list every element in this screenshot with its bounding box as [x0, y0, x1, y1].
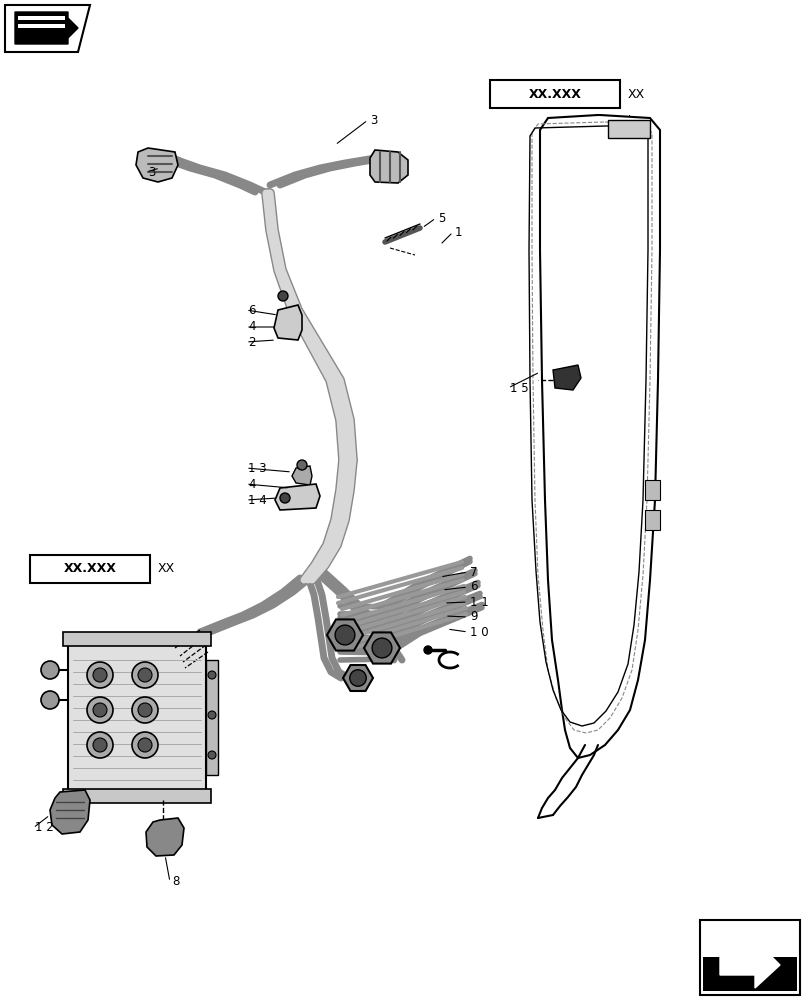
- Circle shape: [41, 661, 59, 679]
- Text: 3: 3: [148, 166, 155, 179]
- Circle shape: [335, 625, 354, 645]
- Circle shape: [41, 691, 59, 709]
- Circle shape: [280, 493, 290, 503]
- Text: 1: 1: [454, 226, 462, 238]
- Text: 1 4: 1 4: [247, 493, 267, 506]
- Circle shape: [132, 662, 158, 688]
- Text: 5: 5: [437, 212, 444, 225]
- Text: 3: 3: [370, 114, 377, 127]
- Text: 6: 6: [470, 580, 477, 593]
- Text: 4: 4: [247, 320, 255, 334]
- Text: 1 3: 1 3: [247, 462, 266, 475]
- Polygon shape: [18, 16, 65, 20]
- Polygon shape: [5, 5, 90, 52]
- Circle shape: [208, 751, 216, 759]
- Polygon shape: [18, 24, 65, 28]
- Text: 1 5: 1 5: [509, 381, 528, 394]
- Circle shape: [93, 668, 107, 682]
- Text: XX.XXX: XX.XXX: [528, 88, 581, 101]
- Circle shape: [87, 732, 113, 758]
- Circle shape: [423, 646, 431, 654]
- Polygon shape: [719, 940, 779, 988]
- Circle shape: [132, 732, 158, 758]
- Bar: [607, 120, 649, 138]
- Text: 6: 6: [247, 304, 255, 316]
- Text: 1 2: 1 2: [35, 821, 54, 834]
- Bar: [644, 510, 659, 530]
- Polygon shape: [273, 305, 302, 340]
- Circle shape: [371, 638, 392, 658]
- Bar: [206, 660, 217, 775]
- Circle shape: [350, 670, 366, 686]
- Polygon shape: [552, 365, 581, 390]
- Bar: [489, 80, 620, 108]
- Polygon shape: [15, 12, 78, 44]
- Polygon shape: [50, 790, 90, 834]
- Polygon shape: [539, 115, 659, 758]
- Bar: [644, 480, 659, 500]
- Polygon shape: [275, 484, 320, 510]
- Bar: [699, 920, 799, 995]
- Polygon shape: [370, 150, 407, 183]
- Bar: [63, 789, 211, 803]
- Circle shape: [87, 662, 113, 688]
- Text: 7: 7: [470, 566, 477, 578]
- Circle shape: [132, 697, 158, 723]
- Text: 4: 4: [247, 478, 255, 490]
- Bar: [63, 632, 211, 646]
- Circle shape: [277, 291, 288, 301]
- Circle shape: [87, 697, 113, 723]
- Text: 8: 8: [172, 876, 179, 888]
- Polygon shape: [363, 632, 400, 664]
- Polygon shape: [327, 619, 363, 651]
- Text: XX: XX: [158, 562, 175, 576]
- Text: 2: 2: [247, 336, 255, 349]
- Circle shape: [297, 460, 307, 470]
- Circle shape: [138, 703, 152, 717]
- Polygon shape: [292, 466, 311, 485]
- Circle shape: [208, 711, 216, 719]
- Text: 1 1: 1 1: [470, 595, 488, 608]
- Bar: [30, 555, 150, 583]
- Circle shape: [93, 703, 107, 717]
- Text: XX: XX: [627, 88, 645, 101]
- Polygon shape: [146, 818, 184, 856]
- Circle shape: [208, 671, 216, 679]
- Circle shape: [138, 738, 152, 752]
- Bar: [702, 957, 796, 991]
- Circle shape: [93, 738, 107, 752]
- Polygon shape: [342, 665, 372, 691]
- Polygon shape: [135, 148, 178, 182]
- Circle shape: [138, 668, 152, 682]
- Text: 9: 9: [470, 610, 477, 624]
- Text: 1 0: 1 0: [470, 626, 488, 639]
- Text: XX.XXX: XX.XXX: [63, 562, 116, 576]
- Bar: [68, 640, 206, 795]
